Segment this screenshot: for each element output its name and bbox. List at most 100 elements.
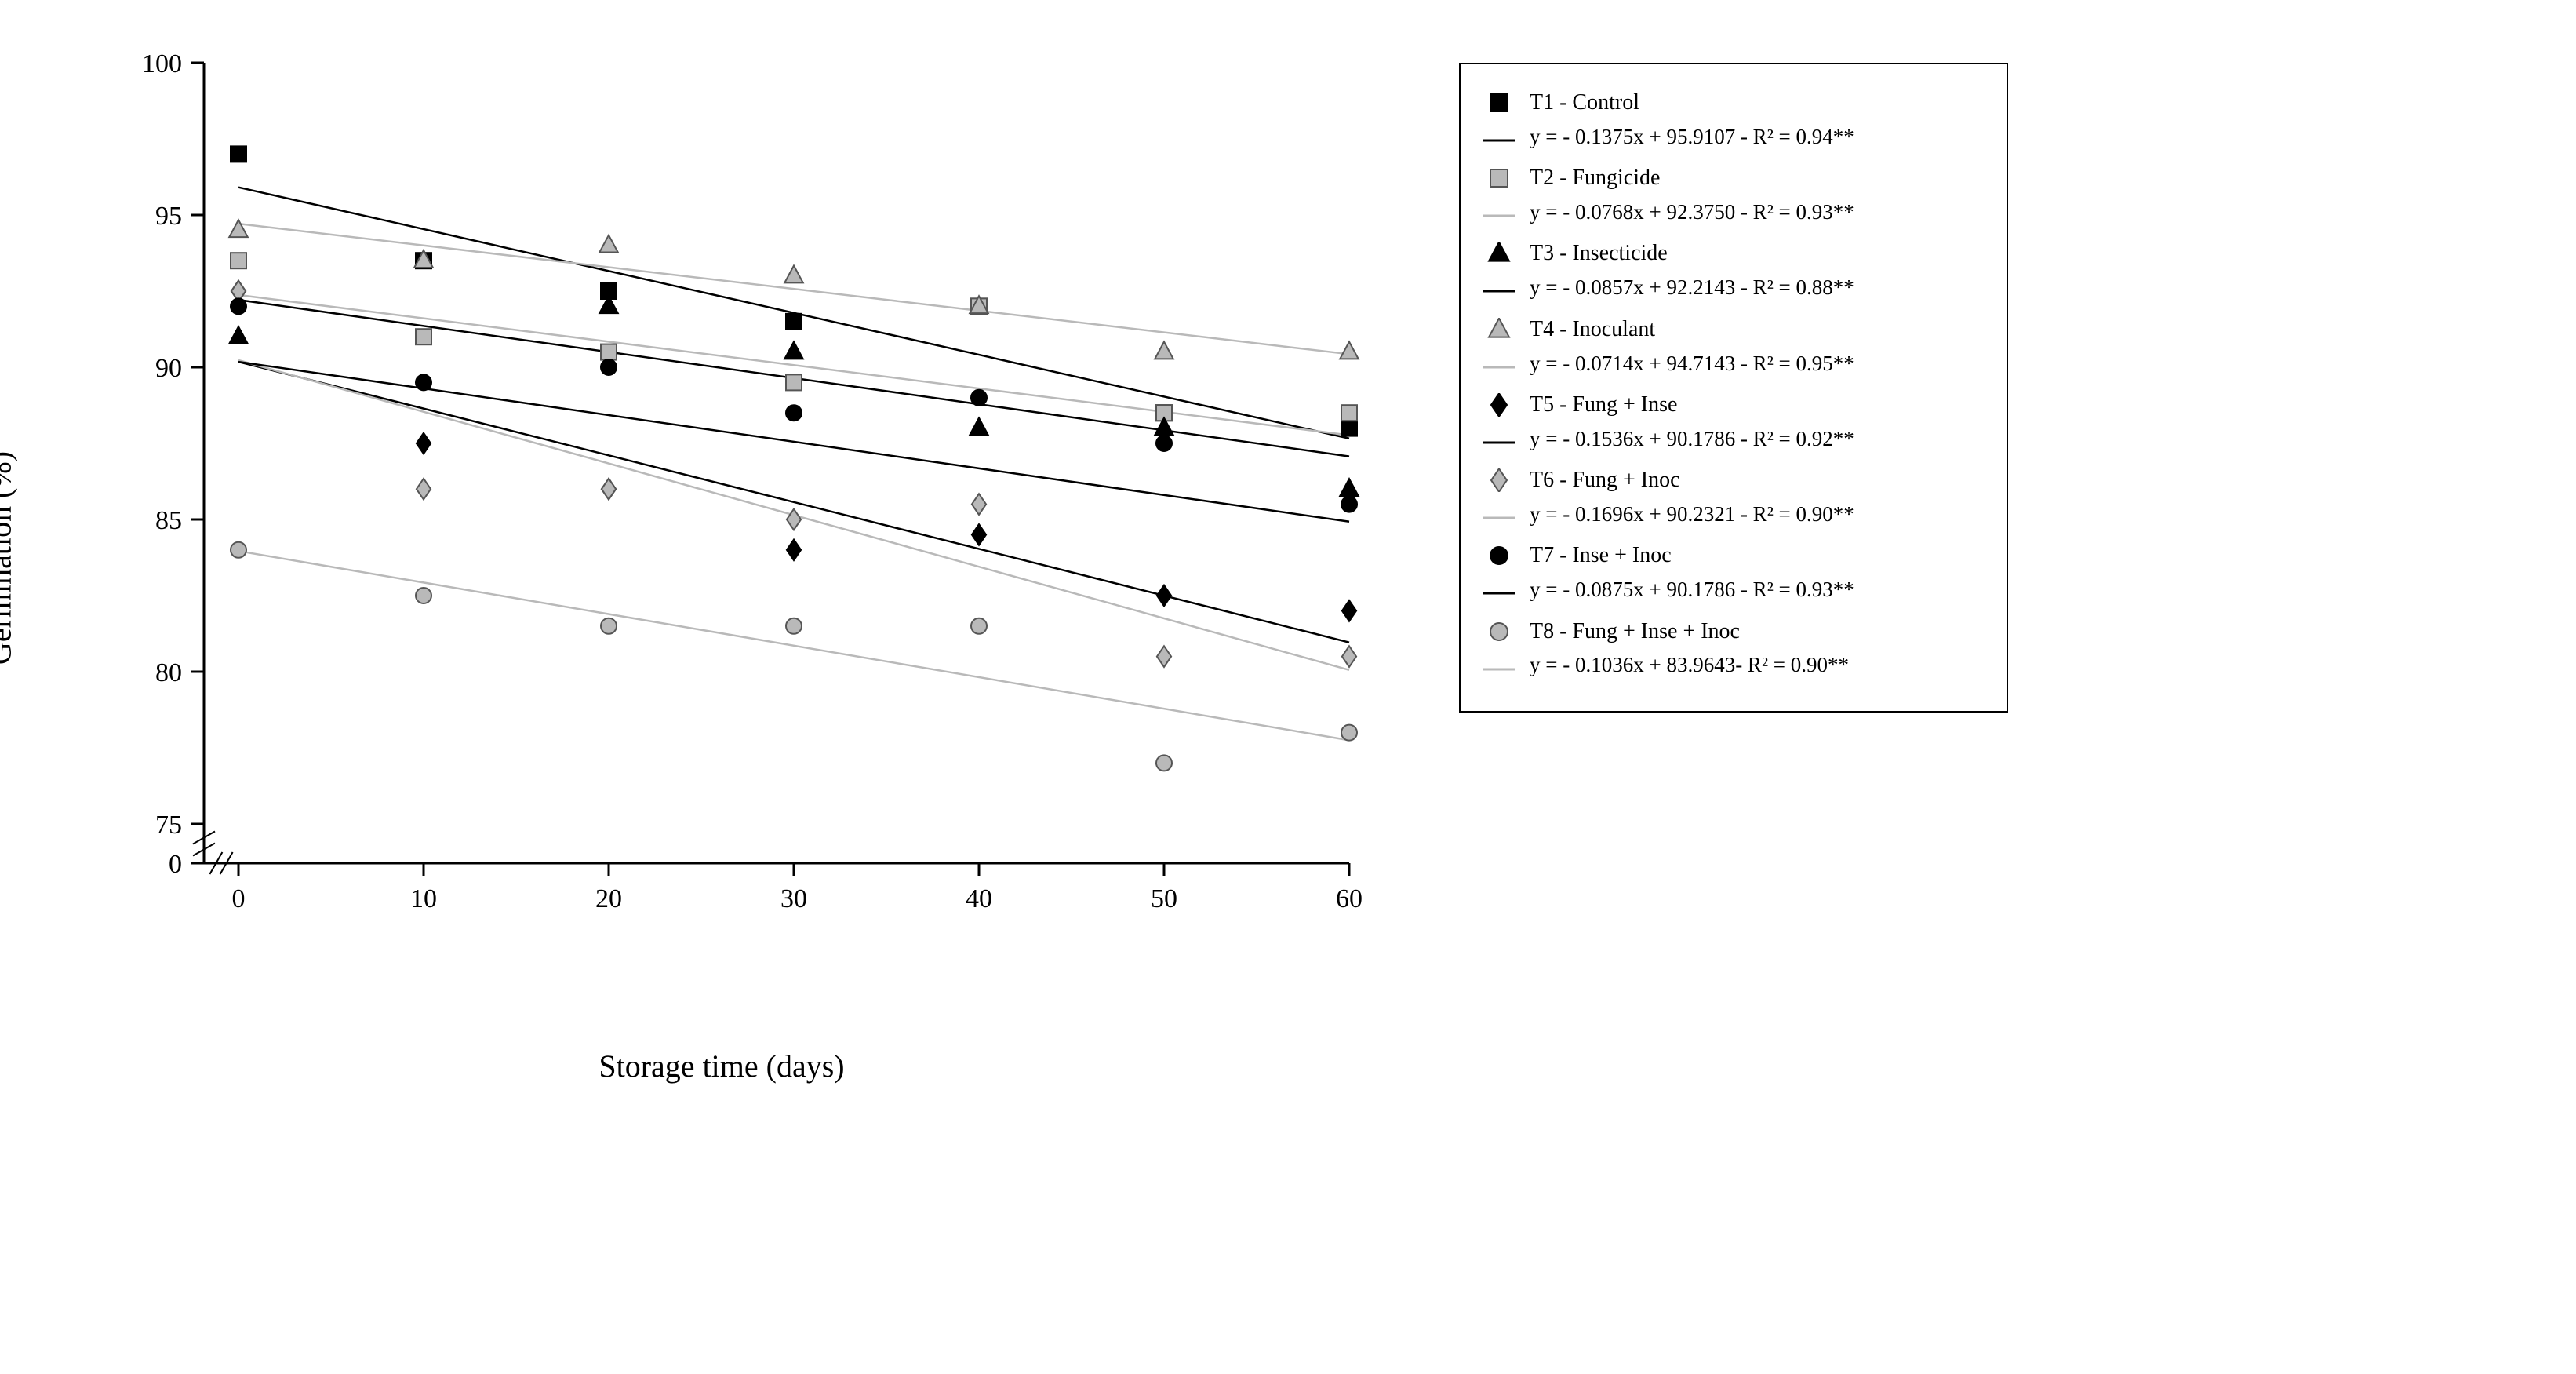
- x-axis-label: Storage time (days): [47, 1048, 1396, 1084]
- point-T6: [602, 479, 616, 500]
- legend-equation-T5: y = - 0.1536x + 90.1786 - R² = 0.92**: [1483, 425, 1985, 461]
- legend-item-T2: T2 - Fungicide: [1483, 163, 1985, 193]
- legend-equation-text: y = - 0.1375x + 95.9107 - R² = 0.94**: [1530, 122, 1854, 151]
- legend-equation-T7: y = - 0.0875x + 90.1786 - R² = 0.93**: [1483, 575, 1985, 611]
- point-T7: [1156, 436, 1172, 451]
- svg-text:50: 50: [1151, 884, 1177, 913]
- legend-marker-icon: [1483, 166, 1515, 190]
- point-T7: [416, 374, 431, 390]
- point-T5: [1157, 585, 1171, 607]
- legend-equation-text: y = - 0.0857x + 92.2143 - R² = 0.88**: [1530, 273, 1854, 301]
- legend-line-icon: [1483, 590, 1515, 596]
- legend-equation-T4: y = - 0.0714x + 94.7143 - R² = 0.95**: [1483, 349, 1985, 385]
- data-points: [229, 146, 1359, 771]
- legend-equation-text: y = - 0.1036x + 83.9643- R² = 0.90**: [1530, 651, 1849, 679]
- point-T6: [972, 494, 986, 515]
- legend-equation-T6: y = - 0.1696x + 90.2321 - R² = 0.90**: [1483, 500, 1985, 536]
- svg-text:20: 20: [595, 884, 622, 913]
- svg-text:75: 75: [155, 811, 182, 840]
- point-T4: [784, 265, 803, 282]
- point-T8: [786, 618, 802, 634]
- legend-item-T7: T7 - Inse + Inoc: [1483, 541, 1985, 570]
- legend-marker-icon: [1483, 91, 1515, 115]
- legend-label: T6 - Fung + Inoc: [1530, 465, 1680, 495]
- svg-text:60: 60: [1336, 884, 1363, 913]
- point-T5: [972, 524, 986, 545]
- legend-marker-icon: [1483, 544, 1515, 567]
- svg-text:100: 100: [142, 49, 182, 78]
- regression-line-T1: [238, 188, 1349, 439]
- legend-equation-T8: y = - 0.1036x + 83.9643- R² = 0.90**: [1483, 651, 1985, 687]
- legend-line-icon: [1483, 439, 1515, 446]
- legend-line-icon: [1483, 515, 1515, 521]
- legend-item-T8: T8 - Fung + Inse + Inoc: [1483, 617, 1985, 647]
- point-T8: [971, 618, 987, 634]
- svg-text:0: 0: [169, 850, 182, 879]
- point-T1: [231, 146, 246, 162]
- point-T8: [1156, 755, 1172, 771]
- point-T3: [784, 341, 803, 359]
- legend-equation-text: y = - 0.0875x + 90.1786 - R² = 0.93**: [1530, 575, 1854, 603]
- svg-text:0: 0: [232, 884, 246, 913]
- legend-label: T1 - Control: [1530, 88, 1639, 118]
- legend-marker-icon: [1483, 620, 1515, 643]
- point-T8: [601, 618, 617, 634]
- legend-line-icon: [1483, 137, 1515, 144]
- legend-label: T5 - Fung + Inse: [1530, 390, 1677, 420]
- point-T2: [231, 253, 246, 268]
- svg-text:90: 90: [155, 354, 182, 383]
- scatter-chart: 75 80 85 90 95 100 0 0 10 20 30 40 50 60: [47, 31, 1396, 1020]
- legend-marker-icon: [1483, 393, 1515, 417]
- legend-item-T3: T3 - Insecticide: [1483, 239, 1985, 268]
- point-T7: [971, 390, 987, 406]
- point-T4: [1340, 341, 1359, 359]
- svg-text:80: 80: [155, 658, 182, 687]
- legend-item-T4: T4 - Inoculant: [1483, 315, 1985, 344]
- regression-line-T8: [238, 551, 1349, 740]
- legend-item-T5: T5 - Fung + Inse: [1483, 390, 1985, 420]
- point-T7: [601, 359, 617, 375]
- legend-equation-text: y = - 0.1536x + 90.1786 - R² = 0.92**: [1530, 425, 1854, 453]
- point-T7: [231, 298, 246, 314]
- point-T8: [416, 588, 431, 603]
- legend-line-icon: [1483, 288, 1515, 294]
- legend-equation-text: y = - 0.1696x + 90.2321 - R² = 0.90**: [1530, 500, 1854, 528]
- point-T6: [1342, 646, 1356, 667]
- point-T4: [229, 220, 248, 237]
- point-T2: [1341, 405, 1357, 421]
- point-T4: [599, 235, 618, 253]
- point-T1: [1341, 421, 1357, 436]
- legend-label: T7 - Inse + Inoc: [1530, 541, 1672, 570]
- chart-container: Germination (%) 758085909510000102030405…: [47, 31, 1396, 1084]
- point-T6: [1157, 646, 1171, 667]
- point-T3: [1340, 479, 1359, 496]
- point-T6: [417, 479, 431, 500]
- point-T5: [787, 539, 801, 560]
- legend-line-icon: [1483, 666, 1515, 672]
- point-T2: [601, 344, 617, 360]
- point-T5: [417, 433, 431, 454]
- legend: T1 - Control y = - 0.1375x + 95.9107 - R²…: [1459, 63, 2008, 713]
- legend-equation-T3: y = - 0.0857x + 92.2143 - R² = 0.88**: [1483, 273, 1985, 309]
- legend-item-T1: T1 - Control: [1483, 88, 1985, 118]
- svg-text:40: 40: [966, 884, 992, 913]
- point-T2: [786, 374, 802, 390]
- legend-label: T3 - Insecticide: [1530, 239, 1668, 268]
- point-T8: [1341, 725, 1357, 741]
- point-T1: [786, 314, 802, 330]
- point-T3: [229, 326, 248, 344]
- legend-label: T8 - Fung + Inse + Inoc: [1530, 617, 1740, 647]
- legend-item-T6: T6 - Fung + Inoc: [1483, 465, 1985, 495]
- legend-line-icon: [1483, 364, 1515, 370]
- legend-equation-T2: y = - 0.0768x + 92.3750 - R² = 0.93**: [1483, 198, 1985, 234]
- svg-text:30: 30: [780, 884, 807, 913]
- legend-label: T2 - Fungicide: [1530, 163, 1660, 193]
- svg-text:10: 10: [410, 884, 437, 913]
- legend-marker-icon: [1483, 468, 1515, 492]
- legend-label: T4 - Inoculant: [1530, 315, 1655, 344]
- point-T4: [1155, 341, 1173, 359]
- svg-text:95: 95: [155, 202, 182, 231]
- svg-text:85: 85: [155, 506, 182, 535]
- point-T3: [970, 417, 988, 435]
- legend-equation-text: y = - 0.0714x + 94.7143 - R² = 0.95**: [1530, 349, 1854, 377]
